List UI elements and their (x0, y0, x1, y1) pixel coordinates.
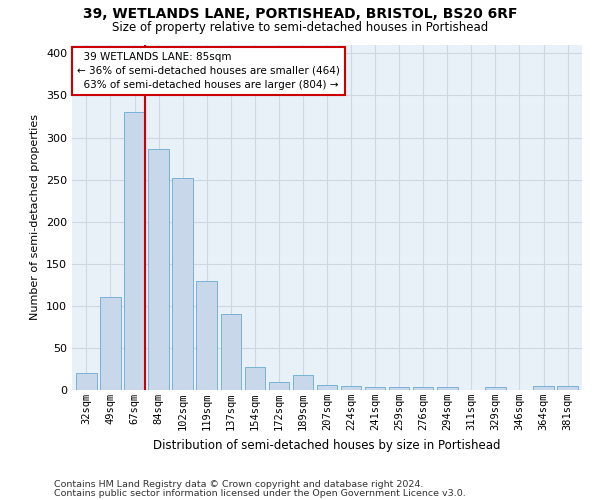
Bar (100, 298, 121, 390)
Bar (557, 386, 578, 390)
Bar (485, 388, 506, 390)
Bar (196, 280, 217, 390)
Bar (317, 385, 337, 390)
Bar (269, 382, 289, 390)
Text: Contains HM Land Registry data © Crown copyright and database right 2024.: Contains HM Land Registry data © Crown c… (54, 480, 424, 489)
Bar (124, 112, 145, 390)
Bar (341, 386, 361, 390)
Bar (221, 314, 241, 390)
Bar (437, 388, 458, 390)
Bar (245, 368, 265, 390)
Bar (389, 386, 409, 390)
Text: Contains public sector information licensed under the Open Government Licence v3: Contains public sector information licen… (54, 489, 466, 498)
Bar (533, 386, 554, 390)
Bar (293, 375, 313, 390)
Bar (413, 388, 433, 390)
Bar (365, 386, 385, 390)
Bar (148, 148, 169, 390)
Bar (172, 178, 193, 390)
Text: 39, WETLANDS LANE, PORTISHEAD, BRISTOL, BS20 6RF: 39, WETLANDS LANE, PORTISHEAD, BRISTOL, … (83, 8, 517, 22)
Y-axis label: Number of semi-detached properties: Number of semi-detached properties (31, 114, 40, 320)
Text: 39 WETLANDS LANE: 85sqm
← 36% of semi-detached houses are smaller (464)
  63% of: 39 WETLANDS LANE: 85sqm ← 36% of semi-de… (77, 52, 340, 90)
Text: Size of property relative to semi-detached houses in Portishead: Size of property relative to semi-detach… (112, 21, 488, 34)
Bar (76, 373, 97, 390)
X-axis label: Distribution of semi-detached houses by size in Portishead: Distribution of semi-detached houses by … (153, 438, 501, 452)
